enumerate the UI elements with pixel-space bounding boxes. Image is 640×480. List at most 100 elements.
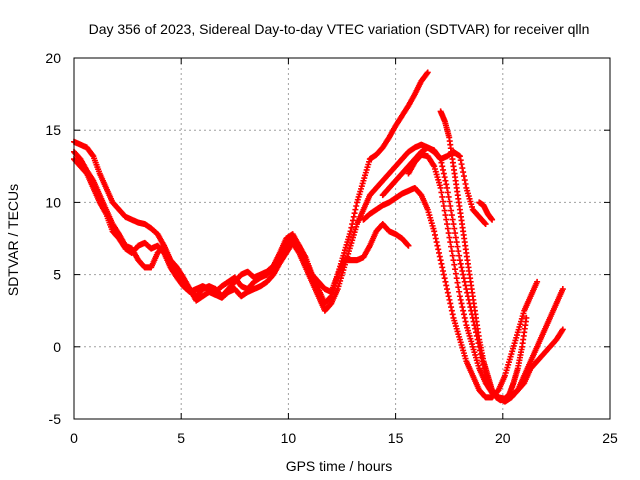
data-point <box>443 216 450 223</box>
data-point <box>424 69 431 76</box>
data-point <box>437 257 444 264</box>
data-point <box>441 207 448 214</box>
data-point <box>452 234 459 241</box>
data-point <box>435 246 442 253</box>
data-point <box>458 264 465 271</box>
data-point <box>459 267 466 274</box>
data-point <box>440 198 447 205</box>
data-point <box>446 234 453 241</box>
data-point <box>457 157 464 164</box>
data-point <box>348 224 355 231</box>
y-tick-label: 20 <box>45 50 61 66</box>
data-point <box>453 275 460 282</box>
data-point <box>436 253 443 260</box>
data-point <box>444 184 451 191</box>
data-point <box>439 193 446 200</box>
x-tick-label: 20 <box>495 430 511 446</box>
data-point <box>463 286 470 293</box>
chart-title: Day 356 of 2023, Sidereal Day-to-day VTE… <box>89 21 590 37</box>
data-point <box>459 304 466 311</box>
data-point <box>456 293 463 300</box>
data-point <box>449 311 456 318</box>
data-point <box>452 266 459 273</box>
data-point <box>439 163 446 170</box>
data-point <box>440 271 447 278</box>
data-point <box>457 260 464 267</box>
data-point <box>452 230 459 237</box>
data-point <box>462 282 469 289</box>
data-point <box>432 235 439 242</box>
data-point <box>454 243 461 250</box>
data-point <box>460 307 467 314</box>
y-tick-label: 0 <box>53 339 61 355</box>
data-point <box>451 225 458 232</box>
data-point <box>439 264 446 271</box>
data-point <box>456 288 463 295</box>
series-6 <box>437 108 530 404</box>
data-point <box>441 275 448 282</box>
x-tick-label: 15 <box>388 430 404 446</box>
data-point <box>405 242 412 249</box>
series-2 <box>71 141 489 314</box>
data-point <box>440 166 447 173</box>
data-point <box>452 270 459 277</box>
axis-ticks: 0 5 10 15 20 25 -5 0 5 10 15 20 <box>45 50 618 446</box>
y-tick-label: 10 <box>45 194 61 210</box>
data-point <box>440 170 447 177</box>
data-point <box>89 152 96 159</box>
data-point <box>460 311 467 318</box>
data-point <box>404 241 411 248</box>
data-point <box>460 275 467 282</box>
x-tick-label: 5 <box>177 430 185 446</box>
data-point <box>482 221 489 228</box>
data-point <box>460 169 467 176</box>
data-point <box>445 193 452 200</box>
data-point <box>349 217 356 224</box>
y-tick-label: 15 <box>45 122 61 138</box>
data-point <box>442 212 449 219</box>
data-point <box>453 239 460 246</box>
data-point <box>559 286 566 293</box>
data-point <box>444 221 451 228</box>
data-point <box>462 318 469 325</box>
plot-area <box>71 69 566 405</box>
data-point <box>458 161 465 168</box>
data-point <box>455 248 462 255</box>
data-point <box>456 257 463 264</box>
data-point <box>437 184 444 191</box>
data-point <box>438 189 445 196</box>
data-point <box>461 314 468 321</box>
data-point <box>450 257 457 264</box>
data-point <box>443 181 450 188</box>
data-point <box>450 221 457 228</box>
data-point <box>438 260 445 267</box>
data-point <box>440 203 447 210</box>
y-tick-label: -5 <box>49 411 62 427</box>
data-point <box>352 206 359 213</box>
data-point <box>351 210 358 217</box>
data-point <box>459 165 466 172</box>
data-point <box>353 203 360 210</box>
data-point <box>460 173 467 180</box>
data-point <box>446 296 453 303</box>
data-point <box>449 216 456 223</box>
data-point <box>431 231 438 238</box>
data-point <box>438 159 445 166</box>
data-point <box>447 239 454 246</box>
data-point <box>448 304 455 311</box>
data-point <box>448 243 455 250</box>
data-point <box>448 207 455 214</box>
data-point <box>445 230 452 237</box>
data-point <box>460 271 467 278</box>
y-axis-label: SDTVAR / TECUs <box>5 184 21 296</box>
data-point <box>437 156 444 163</box>
data-point <box>442 278 449 285</box>
data-point <box>448 307 455 314</box>
data-point <box>448 248 455 255</box>
data-point <box>458 300 465 307</box>
data-point <box>431 228 438 235</box>
data-point <box>444 289 451 296</box>
data-point <box>456 252 463 259</box>
data-point <box>448 212 455 219</box>
data-point <box>461 278 468 285</box>
